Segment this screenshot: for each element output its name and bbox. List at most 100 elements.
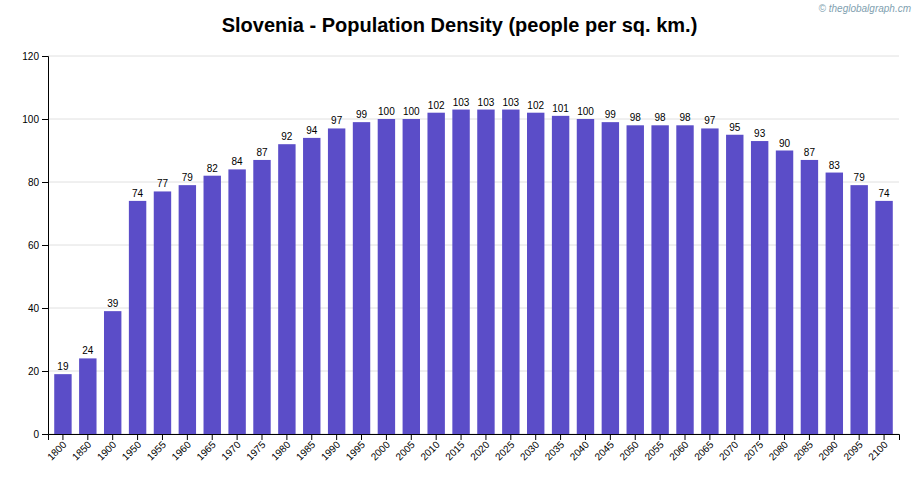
x-tick: 2070 <box>717 434 741 462</box>
x-tick-mark <box>361 434 362 440</box>
grid <box>48 56 899 434</box>
bar <box>403 119 420 434</box>
data-label: 98 <box>655 112 667 123</box>
data-label: 90 <box>779 138 791 149</box>
grid-line <box>48 182 899 183</box>
data-label: 79 <box>854 172 866 183</box>
x-tick: 2095 <box>841 434 865 462</box>
x-tick: 2040 <box>568 434 592 462</box>
y-tick-mark <box>42 245 48 246</box>
x-tick-label: 1955 <box>145 439 169 463</box>
x-tick: 1900 <box>95 434 119 462</box>
data-label: 87 <box>804 147 816 158</box>
bar <box>552 116 569 434</box>
x-tick-mark <box>62 434 63 440</box>
x-tick-label: 2055 <box>642 439 666 463</box>
data-label: 98 <box>630 112 642 123</box>
x-tick-label: 2010 <box>418 439 442 463</box>
bar <box>502 110 519 434</box>
data-label: 79 <box>182 172 194 183</box>
y-axis: 020406080100120 <box>22 51 48 440</box>
bar <box>104 311 121 434</box>
bar <box>204 176 221 434</box>
x-tick: 2090 <box>816 434 840 462</box>
bars <box>54 110 893 434</box>
x-tick-mark <box>535 434 536 440</box>
x-tick-label: 2075 <box>742 439 766 463</box>
data-label: 84 <box>232 156 244 167</box>
data-label: 83 <box>829 160 841 171</box>
bar <box>427 113 444 434</box>
y-tick-mark <box>42 56 48 57</box>
x-tick-label: 1900 <box>95 439 119 463</box>
x-tick-mark <box>585 434 586 440</box>
x-tick: 1970 <box>219 434 243 462</box>
x-tick-label: 1960 <box>169 439 193 463</box>
chart-svg: Slovenia - Population Density (people pe… <box>0 0 919 484</box>
data-label: 24 <box>82 345 94 356</box>
x-tick-mark <box>162 434 163 440</box>
x-tick: 2030 <box>518 434 542 462</box>
x-tick-label: 1975 <box>244 439 268 463</box>
x-tick-label: 1985 <box>294 439 318 463</box>
x-tick-mark <box>610 434 611 440</box>
x-tick-label: 2050 <box>617 439 641 463</box>
x-tick: 2015 <box>443 434 467 462</box>
x-tick: 1985 <box>294 434 318 462</box>
x-tick: 1975 <box>244 434 268 462</box>
x-tick-mark <box>187 434 188 440</box>
x-tick-label: 1800 <box>45 439 69 463</box>
x-tick-mark <box>386 434 387 440</box>
data-label: 92 <box>281 131 293 142</box>
x-tick-mark <box>884 434 885 440</box>
bar <box>776 151 793 435</box>
x-tick: 2080 <box>767 434 791 462</box>
y-tick: 0 <box>33 429 48 440</box>
data-label: 100 <box>403 106 420 117</box>
data-label: 19 <box>57 361 69 372</box>
bar <box>602 122 619 434</box>
x-tick: 2100 <box>866 434 890 462</box>
data-label: 99 <box>356 109 368 120</box>
x-tick: 1955 <box>145 434 169 462</box>
x-tick-label: 2065 <box>692 439 716 463</box>
data-label: 93 <box>754 128 766 139</box>
bar <box>154 191 171 434</box>
y-axis-line <box>42 57 49 435</box>
data-label: 98 <box>679 112 691 123</box>
x-tick-label: 2040 <box>568 439 592 463</box>
data-label: 99 <box>605 109 617 120</box>
x-tick-mark <box>685 434 686 440</box>
plot-area: 1800185019001950195519601965197019751980… <box>22 51 899 463</box>
x-tick: 2050 <box>617 434 641 462</box>
y-tick-mark <box>42 371 48 372</box>
x-tick-label: 2000 <box>369 439 393 463</box>
bar <box>627 125 644 434</box>
bar <box>527 113 544 434</box>
bar <box>278 144 295 434</box>
x-tick-mark <box>212 434 213 440</box>
bar <box>701 128 718 434</box>
data-label: 102 <box>428 100 445 111</box>
data-label: 103 <box>453 97 470 108</box>
y-tick: 40 <box>28 303 48 314</box>
x-tick-label: 2035 <box>543 439 567 463</box>
x-tick-mark <box>485 434 486 440</box>
x-tick-label: 2060 <box>667 439 691 463</box>
x-tick-mark <box>411 434 412 440</box>
y-tick-label: 20 <box>28 366 40 377</box>
data-label: 87 <box>256 147 268 158</box>
x-tick: 2055 <box>642 434 666 462</box>
x-tick: 2020 <box>468 434 492 462</box>
x-tick-mark <box>261 434 262 440</box>
y-tick-mark <box>42 308 48 309</box>
bar <box>477 110 494 434</box>
bar <box>651 125 668 434</box>
x-tick-mark <box>137 434 138 440</box>
grid-line <box>48 245 899 246</box>
watermark: © theglobalgraph.cm <box>819 3 911 14</box>
x-tick-mark <box>859 434 860 440</box>
bar <box>253 160 270 434</box>
x-tick: 2085 <box>792 434 816 462</box>
data-label: 103 <box>478 97 495 108</box>
